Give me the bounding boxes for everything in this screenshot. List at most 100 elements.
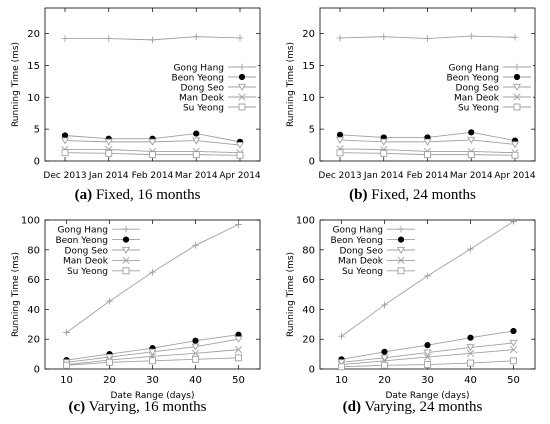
data-point-triangle	[192, 137, 201, 145]
legend-marker-x	[397, 256, 405, 265]
legend-label: Dong Seo	[65, 246, 109, 256]
data-point-plus	[61, 35, 69, 42]
series-su-yeong	[63, 354, 242, 369]
legend-marker-square	[397, 267, 405, 275]
data-point-triangle	[234, 336, 243, 344]
x-axis-label: Date Range (days)	[385, 391, 469, 401]
data-point-plus	[510, 218, 517, 225]
data-point-square	[149, 151, 156, 159]
legend-marker-x	[122, 256, 130, 265]
caption-a: (a) Fixed, 16 months	[0, 187, 275, 204]
y-axis: 0 20 40 60 80 100	[21, 216, 260, 376]
legend-label: Beon Yeong	[171, 73, 224, 83]
caption-b-label: (b)	[349, 187, 368, 203]
legend-marker-plus	[397, 225, 405, 233]
caption-c-label: (c)	[68, 399, 86, 415]
legend-marker-dot	[238, 73, 246, 81]
caption-c-text: Varying, 16 months	[88, 399, 207, 415]
series-man-deok	[337, 346, 518, 369]
data-point-square	[63, 361, 70, 369]
data-point-square	[467, 359, 474, 367]
legend-label: Beon Yeong	[55, 236, 108, 246]
data-point-square	[338, 363, 345, 371]
data-point-plus	[467, 32, 475, 40]
x-tick-label: Mar 2014	[450, 171, 493, 181]
data-point-plus	[380, 33, 388, 40]
data-point-square	[511, 151, 519, 159]
data-point-x	[509, 346, 518, 354]
caption-a-text: Fixed, 16 months	[95, 187, 201, 203]
series-dong-seo	[337, 339, 518, 367]
data-point-plus	[381, 301, 388, 309]
data-point-square	[149, 357, 156, 365]
legend-marker-triangle	[396, 246, 406, 254]
series-dong-seo	[335, 136, 520, 149]
y-tick-label: 10	[302, 93, 315, 104]
legend-label: Man Deok	[63, 257, 109, 267]
data-point-triangle	[509, 339, 518, 347]
data-point-triangle	[467, 136, 476, 144]
data-point-square	[192, 151, 200, 159]
x-tick-label: 10	[335, 375, 348, 386]
y-tick-label: 10	[27, 93, 40, 104]
series-dong-seo	[60, 137, 245, 149]
y-axis-label: Running Time (ms)	[286, 252, 296, 337]
data-point-triangle	[380, 354, 389, 362]
data-point-square	[380, 149, 388, 157]
legend-label: Dong Seo	[456, 83, 500, 93]
data-point-square	[236, 151, 244, 159]
data-point-triangle	[191, 343, 200, 351]
series-gong-hang	[338, 218, 517, 340]
data-point-square	[106, 358, 113, 366]
x-tick-label: Dec 2013	[43, 171, 86, 181]
legend-label: Man Deok	[179, 93, 225, 103]
legend-marker-dot	[513, 73, 521, 81]
data-point-triangle	[60, 137, 70, 145]
data-point-square	[424, 361, 431, 368]
data-point-dot	[192, 337, 199, 344]
series-gong-hang	[61, 33, 244, 44]
x-tick-label: 30	[421, 375, 434, 386]
data-point-plus	[105, 35, 113, 42]
data-point-triangle	[335, 136, 345, 144]
data-point-triangle	[105, 353, 114, 361]
y-tick-label: 15	[302, 61, 315, 72]
x-tick-label: 30	[146, 375, 159, 386]
chart-panel-b: 0 5 10 15 20 Running Time (ms) Dec 2013 Jan 201…	[275, 0, 550, 212]
caption-d-label: (d)	[342, 399, 361, 415]
x-tick-label: 50	[232, 375, 245, 386]
y-tick-label: 20	[27, 29, 40, 40]
line-chart-c: 0 20 40 60 80 100 Running Time (ms) 10 20 30 40 50 D…	[11, 216, 261, 401]
data-point-x	[423, 353, 432, 361]
chart-panel-a: 0 5 10 15 20 Running Time (ms) Dec 2013 Jan 201…	[0, 0, 275, 212]
x-tick-label: 20	[103, 375, 116, 386]
data-point-plus	[149, 268, 156, 276]
data-point-plus	[236, 34, 244, 42]
y-tick-label: 20	[27, 335, 40, 346]
x-axis: Dec 2013 Jan 2014 Feb 2014 Mar 2014 Apr 2014	[43, 8, 261, 181]
y-axis-label: Running Time (ms)	[11, 42, 21, 127]
legend-label: Gong Hang	[449, 63, 499, 73]
x-axis-label: Date Range (days)	[110, 391, 194, 401]
caption-d: (d) Varying, 24 months	[275, 399, 550, 416]
data-point-square	[424, 151, 431, 159]
data-point-triangle	[423, 349, 432, 357]
y-axis: 0 5 10 15 20	[302, 29, 535, 168]
y-tick-label: 15	[27, 61, 40, 72]
x-tick-label: Jan 2014	[363, 171, 404, 181]
data-point-triangle	[423, 138, 432, 146]
caption-b-text: Fixed, 24 months	[371, 187, 476, 203]
data-point-plus	[511, 34, 519, 41]
legend-label: Su Yeong	[67, 267, 108, 277]
series-dong-seo	[62, 336, 243, 367]
data-point-x	[191, 349, 200, 357]
data-point-plus	[338, 332, 345, 340]
x-tick-label: 50	[507, 375, 520, 386]
y-tick-label: 40	[27, 305, 40, 316]
data-point-plus	[424, 35, 431, 42]
data-point-plus	[149, 36, 156, 44]
legend-marker-dot	[397, 236, 405, 243]
legend-label: Beon Yeong	[330, 236, 383, 246]
